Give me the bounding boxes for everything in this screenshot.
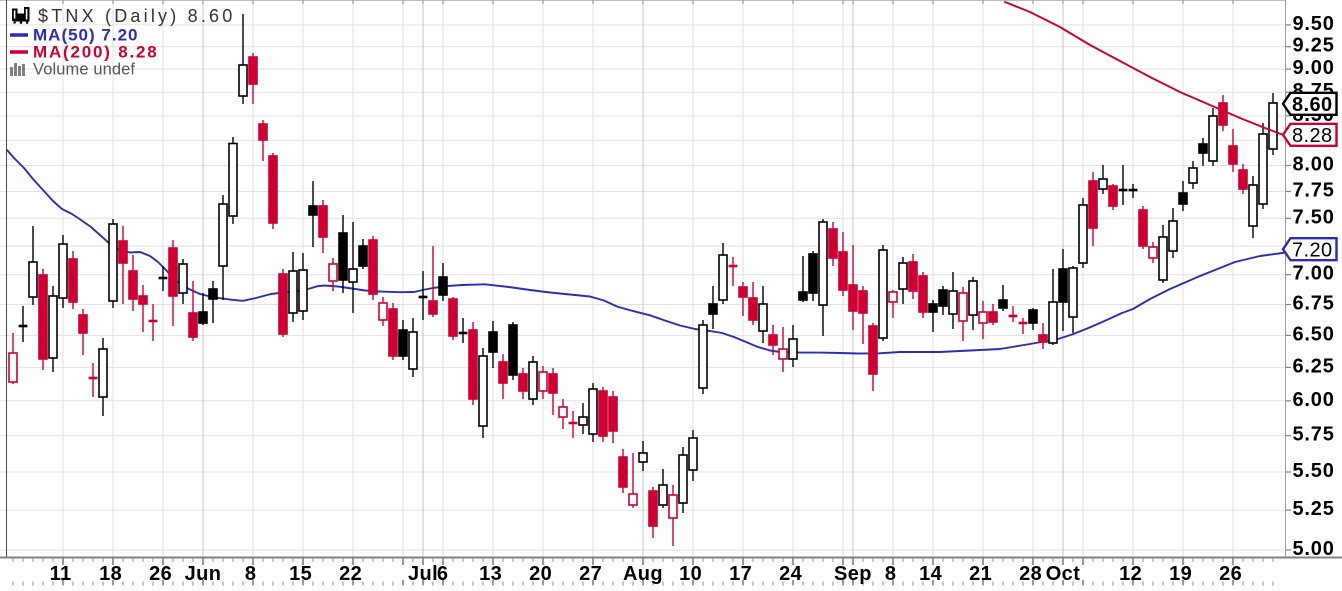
svg-text:Sep: Sep <box>834 563 872 585</box>
svg-text:18: 18 <box>99 563 122 585</box>
svg-text:5.25: 5.25 <box>1293 498 1335 520</box>
svg-text:12: 12 <box>1119 563 1142 585</box>
svg-text:6.00: 6.00 <box>1293 389 1335 411</box>
svg-text:19: 19 <box>1169 563 1192 585</box>
svg-text:8.60: 8.60 <box>1292 94 1333 116</box>
svg-text:17: 17 <box>729 563 752 585</box>
svg-text:7.50: 7.50 <box>1293 206 1335 228</box>
svg-text:9.50: 9.50 <box>1293 13 1335 35</box>
svg-text:8.00: 8.00 <box>1293 154 1335 176</box>
svg-text:Volume undef: Volume undef <box>33 61 135 79</box>
svg-text:26: 26 <box>1219 563 1242 585</box>
svg-text:15: 15 <box>289 563 312 585</box>
svg-text:7.75: 7.75 <box>1293 180 1335 202</box>
svg-text:22: 22 <box>339 563 362 585</box>
svg-text:7.00: 7.00 <box>1293 263 1335 285</box>
svg-text:8.28: 8.28 <box>1292 125 1333 147</box>
svg-text:9.25: 9.25 <box>1293 35 1335 57</box>
svg-text:MA(200) 8.28: MA(200) 8.28 <box>33 43 159 62</box>
svg-text:26: 26 <box>149 563 172 585</box>
svg-text:Aug: Aug <box>623 563 663 585</box>
svg-text:6.50: 6.50 <box>1293 323 1335 345</box>
svg-text:21: 21 <box>969 563 992 585</box>
svg-text:Jul: Jul <box>408 563 438 585</box>
svg-text:Jun: Jun <box>185 563 222 585</box>
svg-text:27: 27 <box>579 563 602 585</box>
svg-text:6: 6 <box>437 563 449 585</box>
svg-text:28: 28 <box>1019 563 1042 585</box>
svg-text:MA(50) 7.20: MA(50) 7.20 <box>33 26 138 45</box>
svg-text:13: 13 <box>479 563 502 585</box>
svg-text:7.20: 7.20 <box>1292 239 1333 261</box>
svg-text:9.00: 9.00 <box>1293 57 1335 79</box>
svg-text:5.00: 5.00 <box>1293 538 1335 560</box>
svg-text:24: 24 <box>779 563 803 585</box>
svg-text:$TNX (Daily) 8.60: $TNX (Daily) 8.60 <box>38 6 235 26</box>
svg-text:8: 8 <box>885 563 897 585</box>
svg-text:6.75: 6.75 <box>1293 293 1335 315</box>
svg-text:8: 8 <box>245 563 257 585</box>
svg-text:11: 11 <box>50 563 72 585</box>
svg-text:6.25: 6.25 <box>1293 355 1335 377</box>
svg-text:10: 10 <box>679 563 702 585</box>
svg-text:14: 14 <box>919 563 943 585</box>
svg-text:5.75: 5.75 <box>1293 424 1335 446</box>
svg-text:5.50: 5.50 <box>1293 460 1335 482</box>
svg-text:Oct: Oct <box>1046 563 1081 585</box>
svg-text:20: 20 <box>529 563 552 585</box>
